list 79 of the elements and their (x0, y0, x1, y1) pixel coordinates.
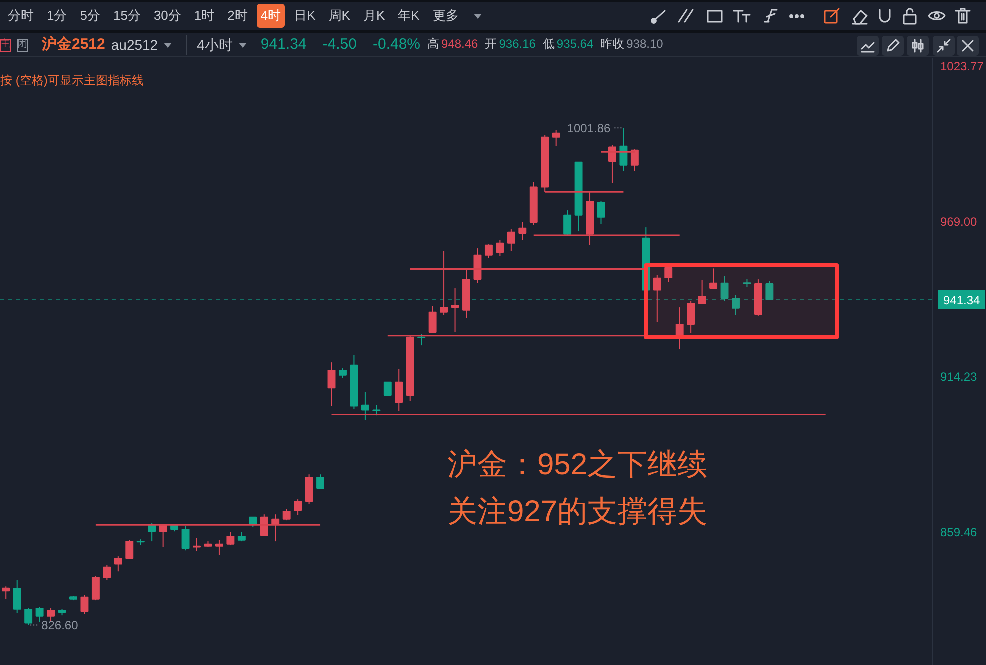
candlestick (507, 229, 516, 252)
y-tick-label: 1023.77 (940, 59, 984, 74)
text: 948.46 (442, 36, 478, 54)
candlestick (13, 580, 22, 614)
candlestick (24, 608, 33, 626)
candlestick (103, 564, 112, 581)
candlestick (720, 276, 729, 302)
candlestick (766, 280, 774, 301)
candlestick (620, 128, 628, 172)
text: 15分 (112, 6, 142, 25)
text: 日K (293, 6, 317, 25)
text: 1分 (46, 6, 68, 25)
annotation: 关注927的支撑得失 (448, 496, 708, 528)
chart-subtitle: au2512 (111, 36, 158, 55)
text: 周K (328, 6, 352, 25)
text: 938.10 (626, 36, 664, 54)
text: 分时 (7, 6, 35, 25)
candlestick (215, 540, 224, 556)
text: 年K (397, 6, 421, 25)
text: 936.16 (499, 36, 536, 54)
y-tick-label: 859.46 (940, 526, 978, 540)
candlestick (294, 499, 302, 516)
candlestick (92, 576, 100, 602)
text: 5分 (79, 6, 102, 25)
candlestick (732, 294, 740, 316)
annotation: 按 (空格)可显示主图指标线 (0, 74, 144, 88)
text: 高 (428, 36, 440, 54)
candlestick (653, 274, 662, 323)
annotation: 1001.86 (567, 122, 612, 136)
candlestick (316, 474, 325, 490)
candlestick (2, 586, 10, 600)
annotation: 826.60 (42, 618, 79, 633)
text: 941.34 (260, 35, 307, 56)
candlestick (552, 130, 560, 147)
text: 低 (542, 36, 555, 54)
annotation: 沪金：952之下继续 (448, 448, 708, 482)
candlestick (361, 392, 370, 421)
candlestick (182, 526, 190, 552)
text: 30分 (152, 6, 182, 25)
candlestick (597, 200, 606, 225)
candlestick (339, 368, 347, 379)
candlestick (238, 532, 246, 542)
candlestick (418, 334, 426, 346)
text: 月K (362, 6, 386, 25)
candlestick (484, 244, 493, 259)
text: 昨收 (600, 36, 625, 54)
candlestick (226, 532, 235, 546)
y-tick-label: 969.00 (940, 214, 978, 229)
candlestick (664, 266, 673, 283)
y-tick-label: 914.23 (940, 370, 978, 384)
text: -0.48% (372, 35, 421, 56)
candlestick (36, 606, 44, 623)
text: -4.50 (322, 35, 357, 56)
candlestick (564, 210, 572, 236)
candlestick (282, 508, 291, 522)
text: 4小时 (186, 35, 233, 55)
candlestick (451, 288, 460, 333)
candlestick (710, 268, 718, 290)
text: 4时 (256, 4, 286, 28)
candlestick (698, 280, 706, 304)
candlestick (496, 240, 504, 257)
text: 935.64 (556, 36, 594, 54)
ref-line-label: 941.34 (944, 293, 981, 308)
text: 开 (485, 36, 498, 54)
text: 1时 (193, 6, 216, 25)
candlestick (249, 516, 258, 528)
candlestick (47, 608, 56, 622)
candlestick (114, 556, 122, 572)
candlestick (687, 300, 696, 334)
candlestick (80, 594, 89, 615)
candlestick (126, 540, 134, 560)
candlestick (328, 362, 336, 407)
text: 2时 (226, 6, 249, 25)
candlestick (676, 307, 684, 350)
text: 更多 (432, 6, 460, 25)
candlestick (395, 368, 404, 412)
candlestick (384, 382, 392, 397)
candlestick (518, 222, 527, 241)
chart-title: 沪金2512 (42, 35, 106, 56)
